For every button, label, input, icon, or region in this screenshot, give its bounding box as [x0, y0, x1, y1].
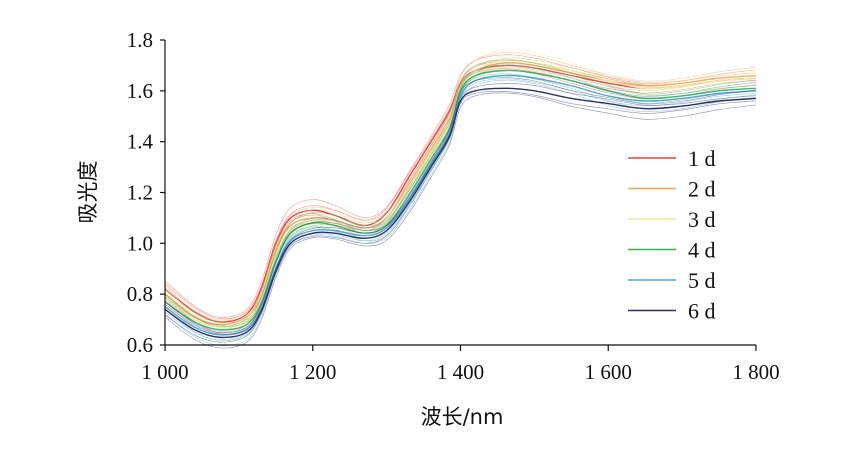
series-1-band-line — [164, 60, 757, 320]
series-5-band-line — [164, 79, 757, 346]
series-2-band-line — [164, 65, 757, 330]
x-ticks: 1 000 1 200 1 400 1 600 1 800 — [141, 345, 780, 384]
y-tick-label: 1.6 — [127, 79, 153, 103]
x-tick-label: 1 400 — [437, 360, 484, 384]
series-6-band-line — [164, 77, 757, 334]
series-4-band-line — [164, 73, 757, 335]
series-1-line — [164, 64, 757, 323]
series-6-band-line — [164, 91, 757, 343]
legend-label-1: 1 d — [688, 146, 716, 171]
series-5-line — [164, 74, 757, 336]
series-4-band-line — [164, 59, 757, 326]
x-axis-title: 波长/nm — [421, 405, 504, 429]
y-tick-label: 1.4 — [127, 130, 154, 154]
y-axis-title: 吸光度 — [76, 161, 100, 224]
x-tick-label: 1 200 — [289, 360, 336, 384]
x-tick-label: 1 800 — [732, 360, 779, 384]
series-6-spectra — [164, 77, 757, 349]
series-6-line — [164, 87, 757, 339]
series-3-band-line — [164, 49, 757, 323]
legend-label-3: 3 d — [688, 207, 716, 232]
x-tick-label: 1 000 — [141, 360, 188, 384]
y-tick-label: 1.0 — [127, 231, 153, 255]
y-tick-label: 1.2 — [127, 181, 153, 205]
y-tick-label: 0.8 — [127, 282, 153, 306]
series-5-band-line — [164, 70, 757, 332]
series-6-band-line — [164, 83, 757, 335]
series-4-line — [164, 69, 757, 331]
series-1-spectra — [164, 54, 757, 334]
legend: 1 d 2 d 3 d 4 d 5 d 6 d — [628, 146, 716, 324]
x-tick-label: 1 600 — [585, 360, 632, 384]
series-1-band-line — [164, 69, 757, 334]
legend-label-2: 2 d — [688, 177, 716, 202]
legend-label-4: 4 d — [688, 238, 716, 263]
legend-label-5: 5 d — [688, 268, 716, 293]
plot-area — [164, 49, 757, 349]
series-4-band-line — [164, 65, 757, 327]
y-tick-label: 0.6 — [127, 333, 153, 357]
series-5-band-line — [164, 64, 757, 331]
y-tick-label: 1.8 — [127, 28, 153, 52]
series-1-band-line — [164, 54, 757, 318]
series-3-band-line — [164, 54, 757, 325]
y-ticks: 0.6 0.8 1.0 1.2 1.4 1.6 1.8 — [127, 28, 165, 357]
legend-label-6: 6 d — [688, 299, 716, 324]
series-6-band-line — [164, 92, 757, 349]
series-3-band-line — [164, 64, 757, 339]
